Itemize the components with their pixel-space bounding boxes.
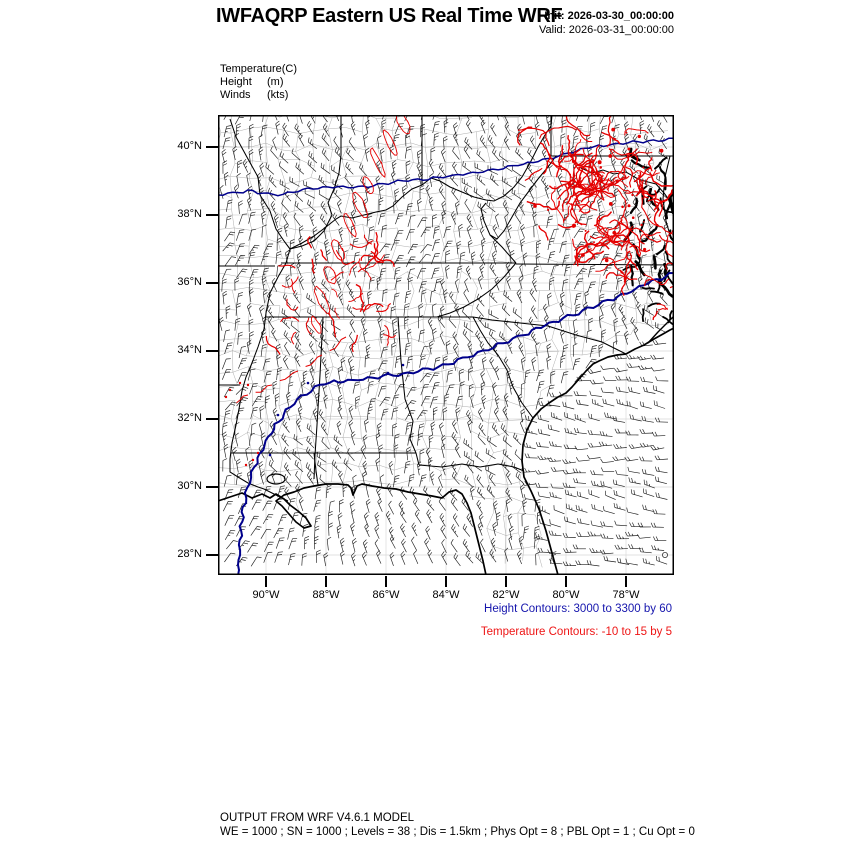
map-layers: [218, 115, 674, 575]
lat-tick-label: 32°N: [177, 412, 202, 424]
height-contours: [218, 137, 674, 575]
lat-tick: [206, 554, 218, 556]
init-timestamp: Init: 2026-03-30_00:00:00: [544, 10, 674, 22]
lon-tick: [445, 576, 447, 587]
height-contour-note: Height Contours: 3000 to 3300 by 60: [484, 603, 672, 615]
lon-tick-label: 84°W: [432, 589, 460, 601]
legend-row-winds: Winds (kts): [220, 89, 297, 102]
lon-tick-label: 80°W: [552, 589, 580, 601]
lat-tick: [206, 282, 218, 284]
map-area: [218, 115, 674, 575]
legend-row-height: Height (m): [220, 76, 297, 89]
lon-tick: [565, 576, 567, 587]
lat-tick: [206, 486, 218, 488]
lon-tick: [385, 576, 387, 587]
lake-pontchartrain: [266, 473, 286, 485]
lon-tick: [625, 576, 627, 587]
lat-tick-label: 38°N: [177, 208, 202, 220]
lat-tick-label: 28°N: [177, 548, 202, 560]
lat-tick: [206, 350, 218, 352]
lat-tick-label: 40°N: [177, 140, 202, 152]
lon-tick: [325, 576, 327, 587]
legend-field-label: Winds: [220, 89, 251, 101]
legend-field-label: Temperature: [220, 63, 282, 75]
lon-tick: [265, 576, 267, 587]
lat-tick: [206, 418, 218, 420]
coastline: [218, 315, 674, 575]
lon-tick-label: 86°W: [372, 589, 400, 601]
lat-tick: [206, 214, 218, 216]
lon-tick-label: 88°W: [312, 589, 340, 601]
legend-field-label: Height: [220, 76, 252, 88]
lon-tick: [505, 576, 507, 587]
plot-title: IWFAQRP Eastern US Real Time WRF: [216, 5, 563, 27]
lon-tick-label: 78°W: [612, 589, 640, 601]
lon-tick-label: 90°W: [252, 589, 280, 601]
model-config-label: WE = 1000 ; SN = 1000 ; Levels = 38 ; Di…: [220, 826, 695, 838]
legend-field-unit: (m): [267, 76, 284, 88]
legend-row-temperature: Temperature(C): [220, 63, 297, 76]
field-legend: Temperature(C) Height (m) Winds (kts): [220, 63, 297, 102]
lat-tick-label: 30°N: [177, 480, 202, 492]
temperature-contour-note: Temperature Contours: -10 to 15 by 5: [480, 626, 672, 638]
graticule: [218, 115, 674, 575]
lat-tick: [206, 146, 218, 148]
legend-field-unit: (C): [281, 63, 298, 75]
map-frame: [218, 115, 674, 575]
lat-tick-label: 36°N: [177, 276, 202, 288]
lat-tick-label: 34°N: [177, 344, 202, 356]
valid-timestamp: Valid: 2026-03-31_00:00:00: [539, 24, 674, 36]
model-output-label: OUTPUT FROM WRF V4.6.1 MODEL: [220, 812, 415, 824]
calm-wind-symbol: [661, 551, 668, 558]
temperature-contours: [224, 115, 674, 467]
wrf-map-canvas: [218, 115, 674, 575]
lon-tick-label: 82°W: [492, 589, 520, 601]
legend-field-unit: (kts): [267, 89, 289, 101]
